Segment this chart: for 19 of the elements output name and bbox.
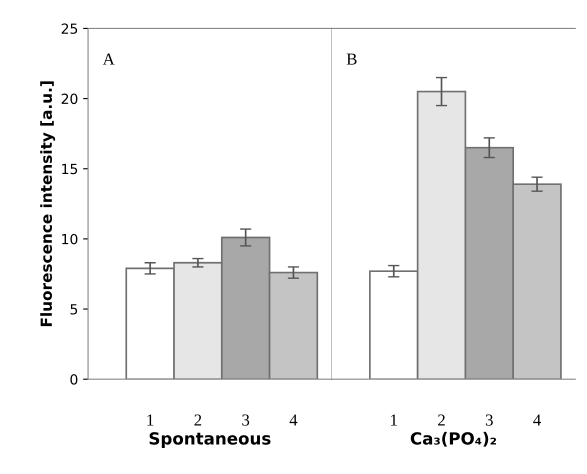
- x-tick-label: 3: [242, 414, 250, 426]
- y-tick-label: 5: [70, 304, 78, 315]
- y-tick-label: 10: [62, 234, 78, 244]
- x-axis-title: Ca₃(PO₄)₂: [410, 432, 496, 447]
- annotation: A: [102, 54, 115, 65]
- y-tick-label: 15: [62, 164, 78, 174]
- x-tick-label: 4: [533, 414, 541, 426]
- x-tick-label: 4: [290, 414, 298, 426]
- y-axis-title: Fluorescence intensity [a.u.]: [40, 81, 56, 326]
- annotation: B: [346, 54, 357, 65]
- x-tick-label: 2: [438, 414, 445, 426]
- x-tick-label: 3: [486, 414, 493, 426]
- x-axis-title: Spontaneous: [150, 432, 270, 448]
- x-tick-label: 1: [147, 414, 154, 426]
- x-tick-label: 2: [194, 414, 202, 426]
- y-tick-label: 20: [62, 94, 78, 104]
- y-tick-label: 25: [62, 23, 78, 34]
- y-tick-label: 0: [70, 374, 78, 385]
- x-tick-label: 1: [391, 414, 397, 426]
